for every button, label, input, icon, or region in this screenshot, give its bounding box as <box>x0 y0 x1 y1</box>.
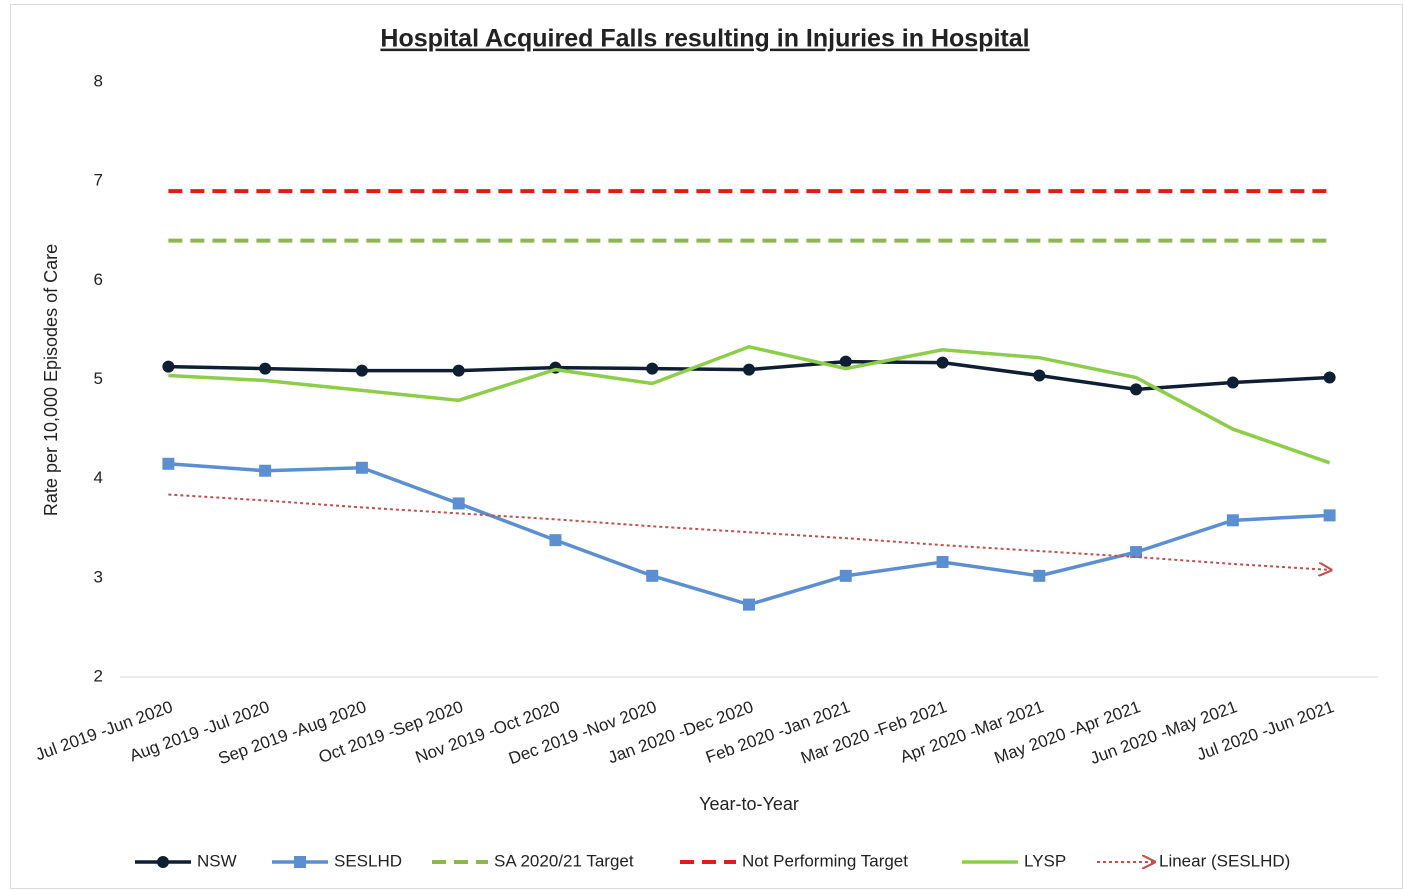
legend-label: SESLHD <box>334 851 402 870</box>
marker <box>1033 369 1046 382</box>
marker <box>162 457 175 470</box>
marker <box>452 364 465 377</box>
marker <box>549 534 562 547</box>
marker <box>259 464 272 477</box>
marker <box>259 362 272 375</box>
marker <box>646 362 659 375</box>
y-tick-label: 2 <box>94 666 103 685</box>
legend-label: LYSP <box>1024 851 1066 870</box>
marker <box>452 497 465 510</box>
chart-title: Hospital Acquired Falls resulting in Inj… <box>380 25 1029 53</box>
y-tick-label: 8 <box>94 71 103 90</box>
y-tick-label: 6 <box>94 270 103 289</box>
y-tick-label: 5 <box>94 369 103 388</box>
marker <box>1226 376 1239 389</box>
marker <box>355 461 368 474</box>
marker <box>839 569 852 582</box>
y-tick-label: 4 <box>94 468 103 487</box>
legend-label: Not Performing Target <box>742 851 908 870</box>
marker <box>743 598 755 611</box>
y-tick-label: 3 <box>94 567 103 586</box>
marker <box>162 360 175 373</box>
marker <box>743 363 755 376</box>
y-tick-label: 7 <box>94 171 103 190</box>
marker <box>646 569 659 582</box>
marker <box>1323 509 1336 522</box>
legend-marker <box>157 856 169 868</box>
legend-label: SA 2020/21 Target <box>494 851 634 870</box>
marker <box>936 356 949 369</box>
x-axis-label: Year-to-Year <box>699 794 799 814</box>
marker <box>1226 514 1239 527</box>
marker <box>1323 371 1336 384</box>
legend-label: NSW <box>197 851 237 870</box>
marker <box>1130 383 1143 396</box>
series-line <box>168 462 1330 607</box>
series-line <box>168 493 1329 570</box>
legend-marker <box>294 856 306 868</box>
marker <box>839 355 852 368</box>
marker <box>936 555 949 568</box>
marker <box>355 364 368 377</box>
series-line <box>168 344 1331 465</box>
marker <box>1130 546 1143 559</box>
y-axis-label: Rate per 10,000 Episodes of Care <box>41 244 61 516</box>
legend-label: Linear (SESLHD) <box>1159 851 1290 870</box>
marker <box>1033 569 1046 582</box>
